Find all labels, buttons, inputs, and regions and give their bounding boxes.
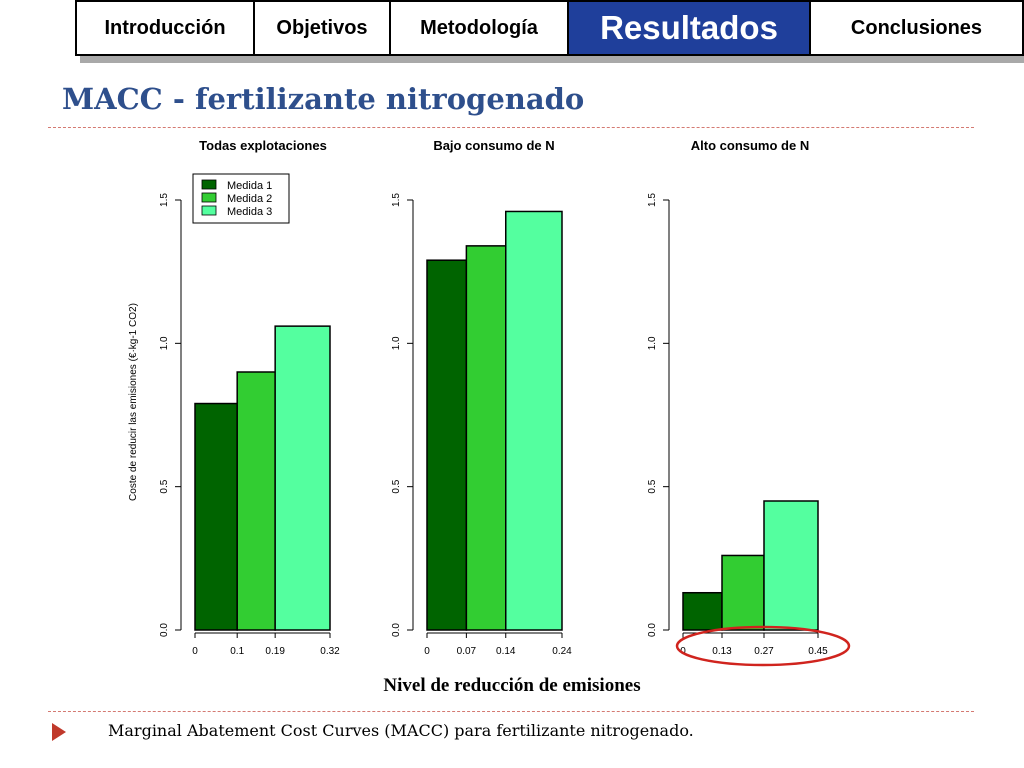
slide-title: MACC - fertilizante nitrogenado (62, 82, 585, 116)
legend-swatch (201, 179, 217, 190)
y-axis-title: Coste de reducir las emisiones (€·kg-1 C… (128, 303, 139, 501)
bar-medida-3 (763, 500, 819, 631)
x-tick-label: 0 (424, 646, 430, 657)
y-tick-label: 1.0 (647, 336, 658, 350)
x-tick-label: 0.32 (320, 646, 340, 657)
y-tick-label: 0.0 (647, 623, 658, 637)
title-divider (48, 127, 974, 128)
y-tick-label: 0.5 (647, 479, 658, 493)
y-tick-label: 1.0 (159, 336, 170, 350)
legend-entry: Medida 3 (227, 206, 272, 218)
caption-divider (48, 711, 974, 712)
y-tick-label: 0.5 (159, 479, 170, 493)
legend-entry: Medida 2 (227, 193, 272, 205)
x-tick-label: 0.45 (808, 646, 828, 657)
bar-medida-1 (682, 591, 723, 631)
bar-medida-1 (194, 402, 238, 631)
x-tick-label: 0.14 (496, 646, 516, 657)
x-tick-label: 0 (680, 646, 686, 657)
x-axis-label: Nivel de reducción de emisiones (383, 675, 641, 696)
slide-caption: Marginal Abatement Cost Curves (MACC) pa… (108, 721, 694, 740)
bar-medida-2 (721, 554, 765, 631)
y-tick-label: 1.0 (391, 336, 402, 350)
x-tick-label: 0.24 (552, 646, 572, 657)
y-tick-label: 0.0 (159, 623, 170, 637)
chart-title: Alto consumo de N (691, 138, 809, 153)
chart-title: Bajo consumo de N (433, 138, 554, 153)
x-tick-label: 0.1 (230, 646, 244, 657)
y-tick-label: 0.0 (391, 623, 402, 637)
bar-medida-3 (274, 325, 331, 631)
legend-swatch (201, 205, 217, 216)
chart-title: Todas explotaciones (199, 138, 327, 153)
x-tick-label: 0.19 (265, 646, 285, 657)
y-tick-label: 0.5 (391, 479, 402, 493)
x-tick-label: 0.07 (457, 646, 477, 657)
x-tick-label: 0.27 (754, 646, 774, 657)
highlight-ellipse (675, 625, 851, 667)
y-tick-label: 1.5 (647, 193, 658, 207)
bullet-arrow-icon (52, 723, 66, 741)
legend-swatch (201, 192, 217, 203)
x-tick-label: 0 (192, 646, 198, 657)
top-navigation: Introducción Objetivos Metodología Resul… (75, 0, 1024, 58)
bar-medida-2 (236, 371, 276, 631)
tab-conclusiones[interactable]: Conclusiones (809, 0, 1024, 56)
bar-medida-2 (465, 245, 507, 631)
tab-introduccion[interactable]: Introducción (75, 0, 255, 56)
legend-entry: Medida 1 (227, 180, 272, 192)
y-tick-label: 1.5 (391, 193, 402, 207)
y-tick-label: 1.5 (159, 193, 170, 207)
x-tick-label: 0.13 (712, 646, 732, 657)
bar-medida-3 (505, 210, 563, 631)
tab-metodologia[interactable]: Metodología (389, 0, 569, 56)
bar-medida-1 (426, 259, 468, 631)
